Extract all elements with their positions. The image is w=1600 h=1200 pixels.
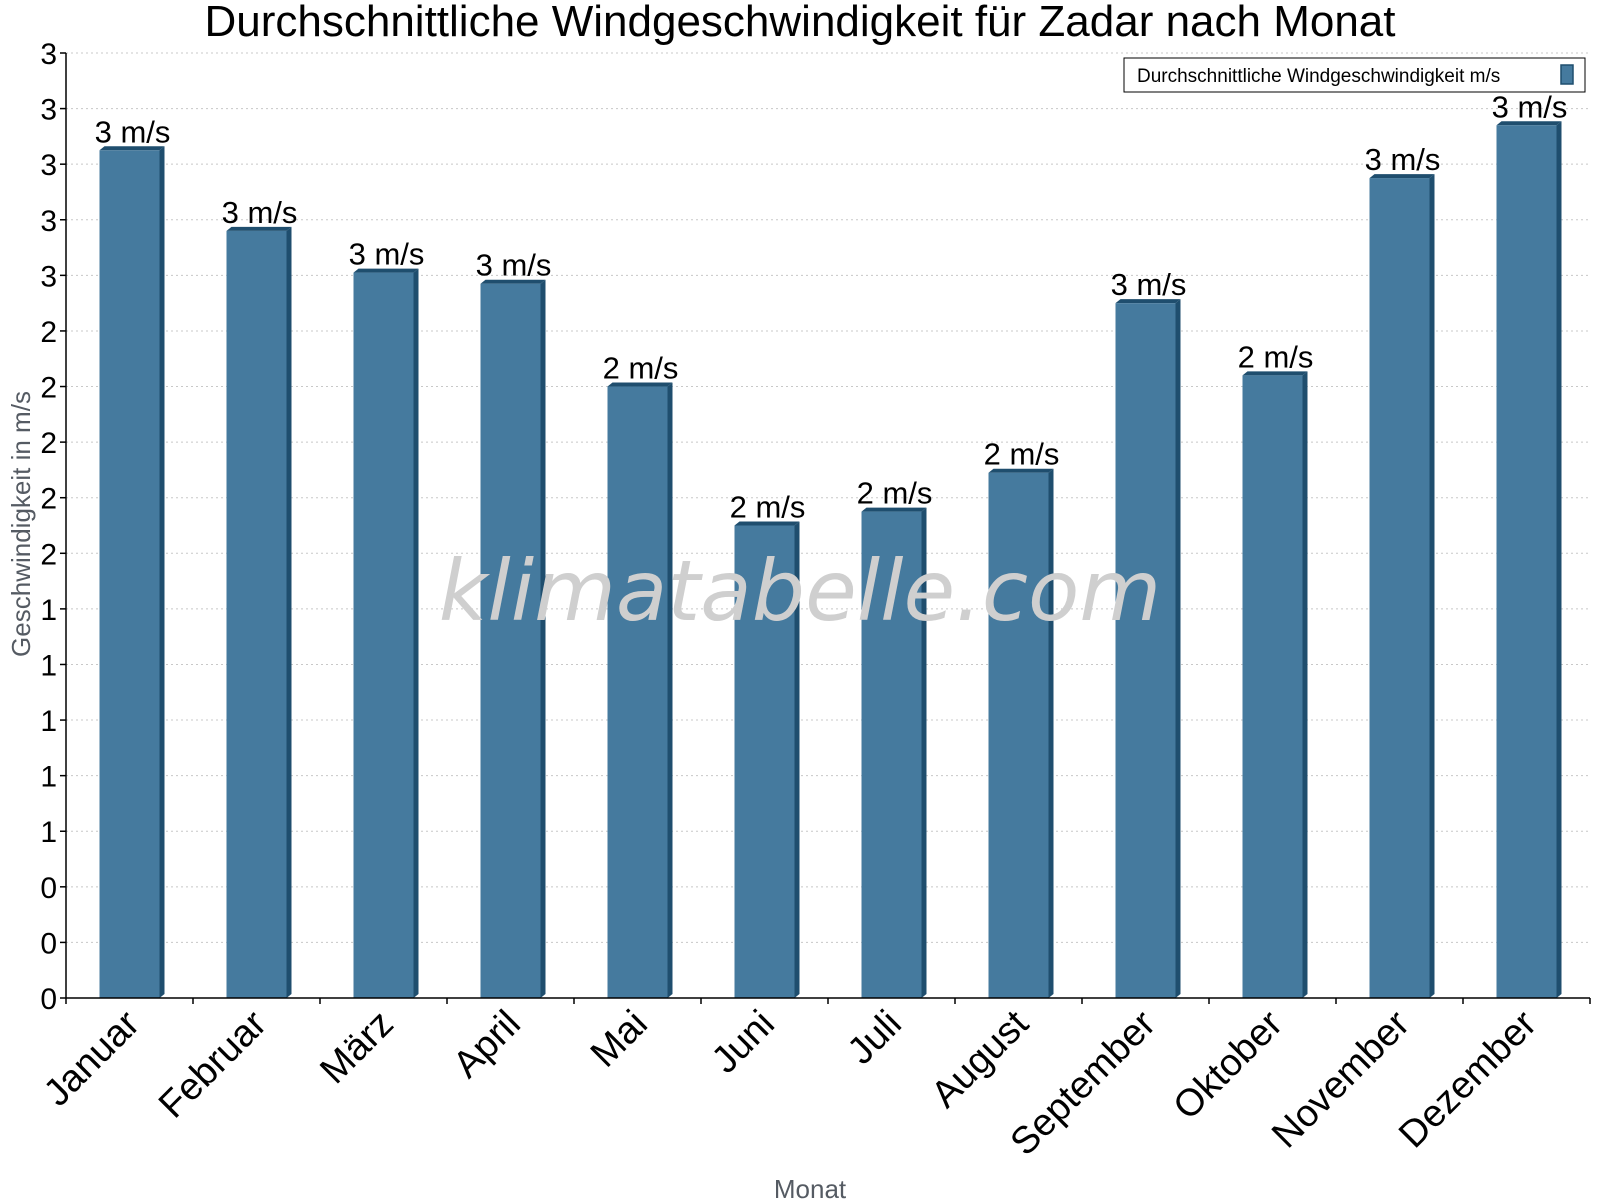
data-label: 3 m/s <box>1492 89 1568 124</box>
y-tick-label: 1 <box>40 816 57 849</box>
y-axis-ticks: 0 0 0 1 1 1 1 1 2 2 2 2 2 3 3 3 3 3 <box>40 38 66 1016</box>
bar-september <box>1115 299 1181 998</box>
data-label: 2 m/s <box>730 490 806 525</box>
grid-lines <box>66 52 1590 999</box>
data-label: 3 m/s <box>222 195 298 230</box>
legend-swatch <box>1560 64 1574 85</box>
x-tick-label: Mai <box>583 1003 656 1076</box>
y-tick-label: 2 <box>40 483 57 516</box>
data-label: 3 m/s <box>95 114 171 149</box>
data-label: 3 m/s <box>349 237 425 272</box>
data-label: 2 m/s <box>857 476 933 511</box>
y-tick-label: 1 <box>40 594 57 627</box>
y-tick-label: 0 <box>40 983 57 1016</box>
y-tick-label: 0 <box>40 927 57 960</box>
y-tick-label: 3 <box>40 38 57 71</box>
data-label: 2 m/s <box>1238 339 1314 374</box>
y-tick-label: 3 <box>40 149 57 182</box>
data-label: 3 m/s <box>1111 267 1187 302</box>
x-axis-ticks: Januar Februar März April Mai Juni Juli AugustS… <box>36 998 1591 1164</box>
x-tick-label: Juli <box>840 1003 910 1073</box>
y-tick-label: 2 <box>40 316 57 349</box>
y-tick-label: 1 <box>40 761 57 794</box>
data-label: 2 m/s <box>984 437 1060 472</box>
x-tick-label: November <box>1264 1002 1418 1156</box>
bar-november <box>1369 174 1435 998</box>
y-tick-label: 3 <box>40 260 57 293</box>
data-label: 3 m/s <box>476 248 552 283</box>
bar-april <box>480 279 546 998</box>
y-tick-label: 1 <box>40 649 57 682</box>
bar-dezember <box>1496 121 1562 998</box>
x-tick-label: Februar <box>151 1002 275 1126</box>
bar-juni <box>734 521 800 998</box>
y-tick-label: 2 <box>40 538 57 571</box>
bar-februar <box>226 226 292 999</box>
x-tick-label: Januar <box>36 1002 148 1114</box>
x-tick-label: Oktober <box>1166 1002 1292 1128</box>
legend-label: Durchschnittliche Windgeschwindigkeit m/… <box>1137 66 1500 87</box>
bar-oktober <box>1242 371 1308 999</box>
data-label: 3 m/s <box>1365 142 1441 177</box>
chart-title: Durchschnittliche Windgeschwindigkeit fü… <box>204 0 1395 46</box>
y-tick-label: 2 <box>40 427 57 460</box>
bars <box>99 121 1562 999</box>
data-label: 2 m/s <box>603 351 679 386</box>
y-tick-label: 1 <box>40 705 57 738</box>
y-tick-label: 3 <box>40 205 57 238</box>
x-tick-label: März <box>312 1003 401 1092</box>
y-axis-title: Geschwindigkeit in m/s <box>6 391 36 657</box>
y-tick-label: 0 <box>40 872 57 905</box>
bar-mai <box>607 382 673 998</box>
x-tick-label: August <box>924 1002 1038 1116</box>
y-tick-label: 3 <box>40 94 57 127</box>
x-axis-title: Monat <box>774 1174 847 1200</box>
x-tick-label: April <box>445 1003 528 1086</box>
watermark: klimatabelle.com <box>439 542 1162 640</box>
legend: Durchschnittliche Windgeschwindigkeit m/… <box>1123 57 1586 93</box>
bar-märz <box>353 268 419 999</box>
y-tick-label: 2 <box>40 372 57 405</box>
bar-juli <box>861 507 927 998</box>
x-tick-label: Dezember <box>1391 1002 1545 1156</box>
data-labels: 3 m/s 3 m/s 3 m/s 3 m/s 2 m/s 2 m/s 2 m/s 2 m/s… <box>95 89 1568 524</box>
bar-august <box>988 468 1054 998</box>
bar-januar <box>99 146 165 998</box>
x-tick-label: Juni <box>704 1003 783 1082</box>
legend-box <box>1123 57 1586 93</box>
